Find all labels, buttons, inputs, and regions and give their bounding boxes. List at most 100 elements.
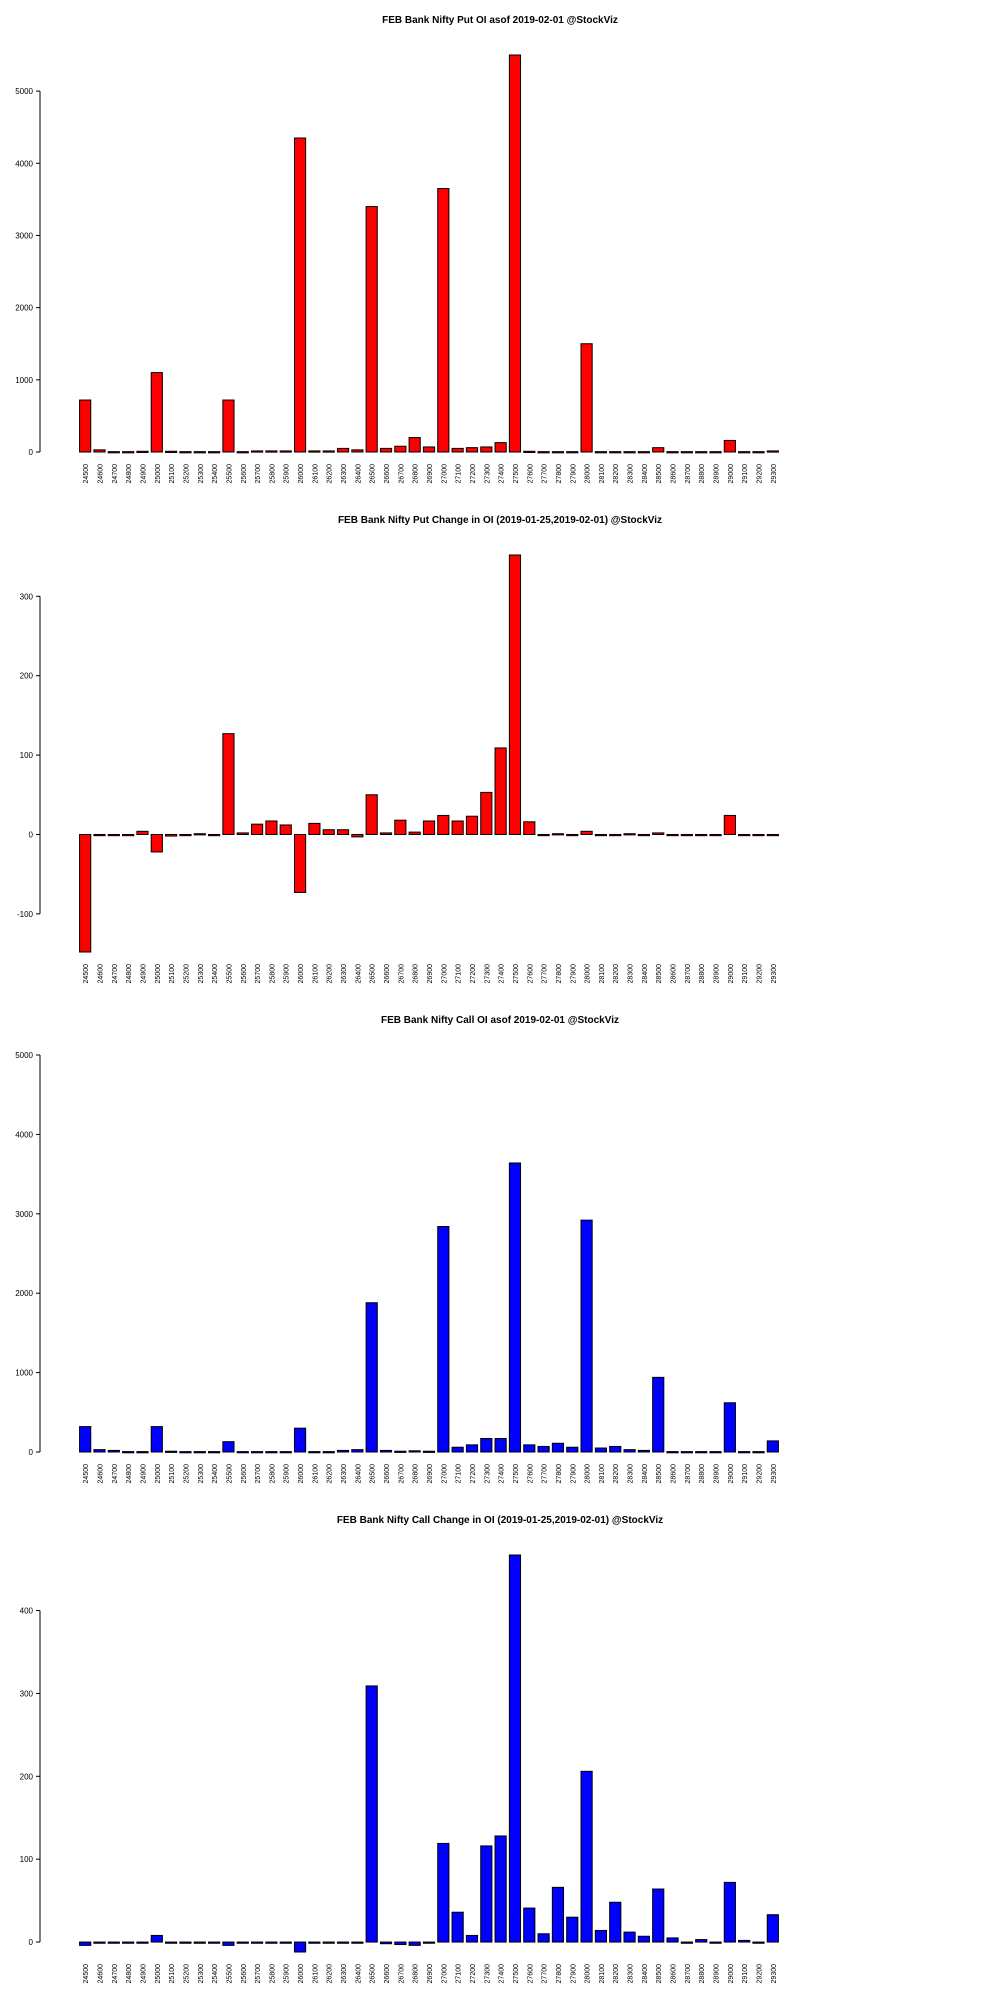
- x-tick-label: 26300: [341, 464, 348, 484]
- bar: [652, 1888, 665, 1943]
- bar: [308, 450, 321, 453]
- bar: [465, 1934, 479, 1943]
- bar: [236, 451, 249, 454]
- bar: [336, 829, 350, 835]
- bar: [652, 832, 665, 835]
- x-tick-label: 26900: [427, 1964, 434, 1984]
- bar: [107, 451, 120, 454]
- x-tick-label: 27200: [470, 464, 477, 484]
- bar: [680, 451, 693, 454]
- x-tick-label: 27400: [499, 964, 506, 984]
- y-tick-label: 0: [29, 830, 34, 839]
- bar: [79, 1426, 92, 1453]
- bar: [336, 1941, 350, 1944]
- y-tick-label: 200: [20, 1772, 34, 1781]
- bar: [695, 833, 708, 837]
- x-tick-label: 24800: [126, 464, 133, 484]
- bar: [351, 1449, 364, 1453]
- x-tick-label: 27100: [456, 1464, 463, 1484]
- x-tick-label: 28500: [656, 1964, 663, 1984]
- bar: [637, 451, 650, 454]
- bar: [107, 833, 120, 837]
- x-tick-label: 28600: [671, 1464, 678, 1484]
- x-tick-label: 29200: [757, 1464, 764, 1484]
- bar: [265, 820, 278, 835]
- x-tick-label: 27100: [456, 964, 463, 984]
- bar: [222, 399, 235, 453]
- bar: [480, 446, 493, 453]
- bar: [193, 451, 206, 454]
- x-tick-label: 28100: [599, 964, 606, 984]
- x-tick-label: 26500: [370, 1464, 377, 1484]
- x-tick-label: 28700: [685, 464, 692, 484]
- x-tick-label: 27700: [542, 464, 549, 484]
- x-tick-label: 28700: [685, 1964, 692, 1984]
- bar: [136, 1451, 149, 1454]
- x-tick-label: 28100: [599, 464, 606, 484]
- x-tick-label: 26700: [398, 964, 405, 984]
- x-tick-label: 27800: [556, 1964, 563, 1984]
- y-tick-label: 0: [29, 1938, 34, 1947]
- bar: [122, 833, 135, 837]
- x-tick-label: 25600: [241, 1464, 248, 1484]
- bar: [150, 833, 163, 853]
- x-tick-label: 26200: [327, 1964, 334, 1984]
- x-tick-label: 28800: [699, 464, 706, 484]
- x-tick-label: 28400: [642, 1964, 649, 1984]
- x-tick-label: 27000: [441, 464, 448, 484]
- x-tick-label: 25200: [183, 464, 190, 484]
- y-tick-label: 4000: [15, 159, 33, 168]
- bar: [79, 833, 92, 953]
- bar: [293, 137, 307, 453]
- x-tick-label: 26200: [327, 964, 334, 984]
- bar: [451, 1911, 464, 1943]
- bar: [752, 1941, 765, 1944]
- bar: [351, 833, 364, 838]
- x-tick-label: 27000: [441, 964, 448, 984]
- x-tick-label: 26300: [341, 964, 348, 984]
- x-tick-label: 26800: [413, 1964, 420, 1984]
- bar: [222, 1441, 235, 1453]
- x-tick-label: 28200: [613, 1464, 620, 1484]
- bar: [293, 1427, 307, 1453]
- x-tick-label: 25400: [212, 1464, 219, 1484]
- bar: [523, 450, 536, 453]
- x-tick-label: 27400: [499, 464, 506, 484]
- x-tick-label: 26100: [312, 1964, 319, 1984]
- bar: [523, 1907, 536, 1943]
- x-tick-label: 26100: [312, 1464, 319, 1484]
- bar: [537, 1933, 550, 1943]
- bar: [193, 833, 206, 836]
- bar: [150, 1934, 163, 1943]
- x-tick-label: 26600: [384, 464, 391, 484]
- bar: [437, 1226, 450, 1453]
- bar: [752, 1451, 765, 1454]
- y-tick-label: 0: [29, 1448, 34, 1457]
- x-tick-label: 27700: [542, 964, 549, 984]
- bar: [637, 833, 650, 837]
- x-tick-label: 24900: [140, 464, 147, 484]
- bar: [480, 1845, 493, 1943]
- x-tick-label: 28200: [613, 964, 620, 984]
- x-tick-label: 27600: [527, 964, 534, 984]
- bar: [408, 437, 421, 453]
- x-tick-label: 28800: [699, 1964, 706, 1984]
- bar: [566, 451, 579, 454]
- bar: [236, 832, 249, 835]
- bar: [293, 1941, 307, 1953]
- bar: [365, 794, 378, 835]
- y-tick-label: 300: [20, 592, 34, 601]
- bar: [165, 450, 178, 453]
- x-tick-label: 27500: [513, 1464, 520, 1484]
- x-tick-label: 27800: [556, 964, 563, 984]
- x-tick-label: 25400: [212, 464, 219, 484]
- bar: [508, 1554, 522, 1943]
- x-tick-label: 27700: [542, 1964, 549, 1984]
- x-tick-label: 26500: [370, 1964, 377, 1984]
- y-tick-label: 0: [29, 448, 34, 457]
- x-tick-label: 24800: [126, 964, 133, 984]
- x-tick-label: 26600: [384, 1964, 391, 1984]
- bar: [422, 446, 436, 453]
- bar: [465, 447, 479, 453]
- bar: [494, 442, 507, 453]
